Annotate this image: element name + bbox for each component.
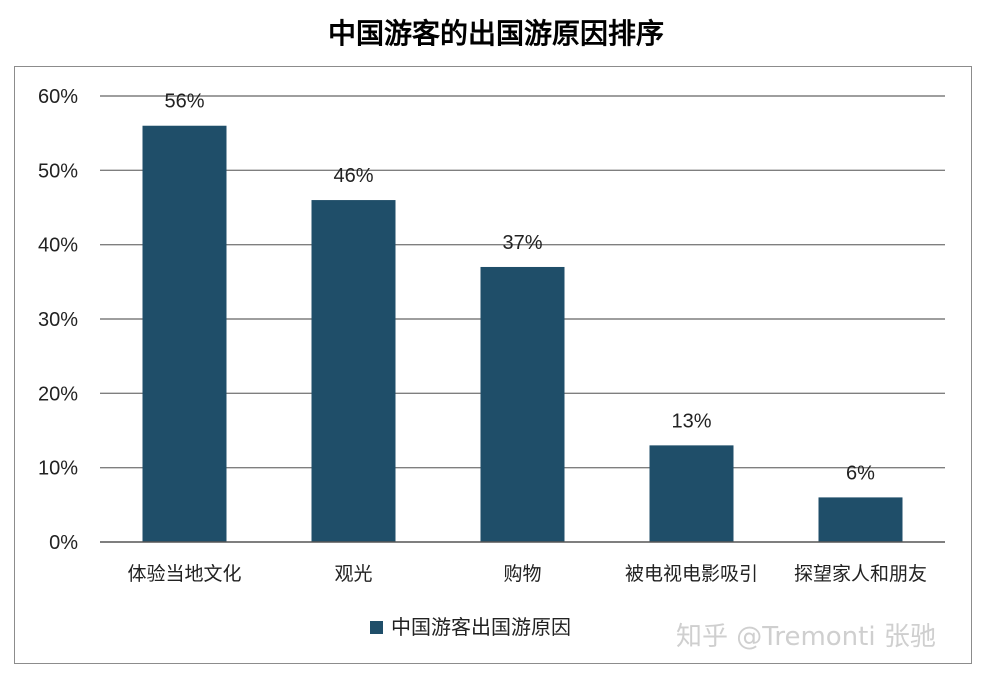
y-tick-label: 0% [49, 532, 78, 554]
watermark: 知乎 @Tremonti 张驰 [676, 622, 936, 652]
data-label: 6% [846, 462, 875, 484]
chart-title: 中国游客的出国游原因排序 [327, 17, 664, 50]
x-tick-label: 被电视电影吸引 [625, 563, 758, 585]
data-label: 37% [502, 232, 542, 254]
bar [649, 445, 734, 542]
bar [311, 200, 396, 543]
x-tick-label: 购物 [503, 563, 541, 585]
bar [818, 497, 903, 542]
data-label: 46% [333, 165, 373, 187]
x-tick-label: 观光 [334, 563, 372, 585]
bar [142, 125, 227, 542]
data-label: 13% [671, 410, 711, 432]
x-tick-label: 探望家人和朋友 [794, 563, 927, 585]
data-label: 56% [164, 91, 204, 113]
y-tick-label: 40% [38, 235, 78, 257]
y-tick-label: 60% [38, 86, 78, 108]
y-tick-label: 10% [38, 458, 78, 480]
y-tick-label: 20% [38, 383, 78, 405]
y-tick-label: 50% [38, 160, 78, 182]
x-tick-label: 体验当地文化 [127, 563, 241, 585]
bar [480, 266, 565, 542]
chart-frame [14, 66, 972, 664]
y-tick-label: 30% [38, 309, 78, 331]
legend-swatch [370, 621, 383, 634]
legend-label: 中国游客出国游原因 [391, 615, 571, 639]
